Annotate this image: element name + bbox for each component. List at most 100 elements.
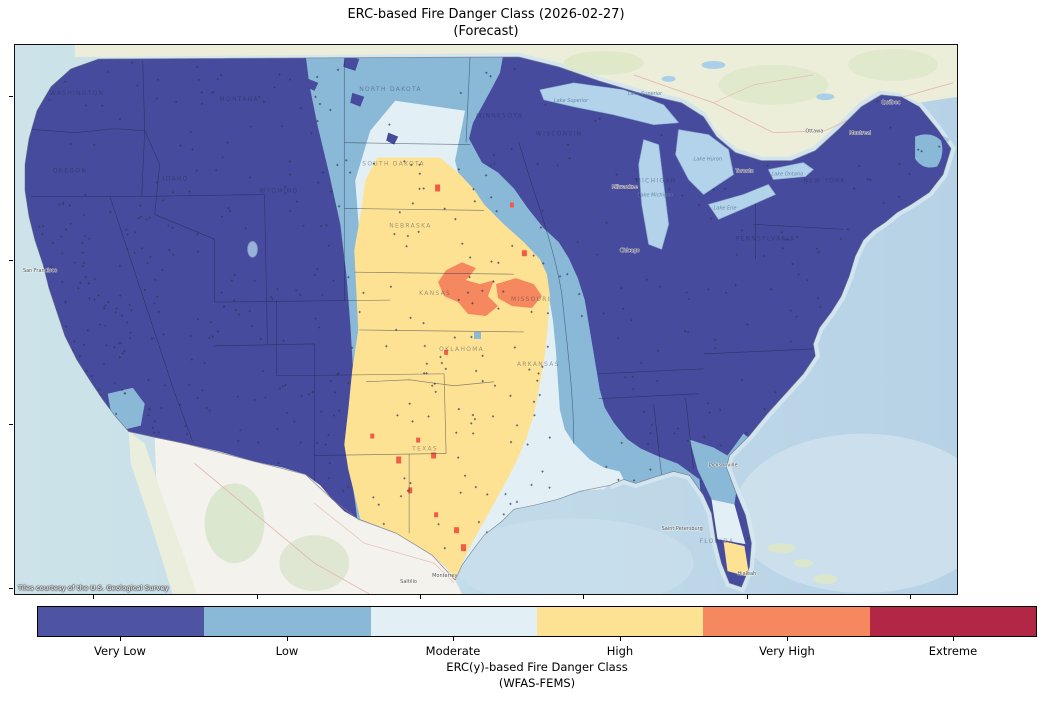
state-label: NEBRASKA xyxy=(389,222,431,229)
figure-title-line1: ERC-based Fire Danger Class (2026-02-27) xyxy=(347,7,625,22)
us-fire-danger-map: WASHINGTON MONTANA OREGON IDAHO WYOMING … xyxy=(15,45,957,594)
state-label: SOUTH DAKOTA xyxy=(362,161,425,168)
city-label: Milwaukee xyxy=(612,184,638,190)
city-label: Saltillo xyxy=(400,579,417,585)
state-label: TEXAS xyxy=(411,446,438,453)
colorbar-axis-label: ERC(y)-based Fire Danger Class (WFAS-FEM… xyxy=(237,660,837,691)
colorbar-segment-high xyxy=(536,607,704,636)
bahamas-banks xyxy=(767,543,838,585)
city-label: Jacksonville xyxy=(708,462,738,468)
city-label: Saint Petersburg xyxy=(662,526,703,532)
colorbar-segment-very-high xyxy=(703,607,870,636)
class-very-high-blob-2 xyxy=(495,278,542,309)
colorbar-segment-moderate xyxy=(370,607,537,636)
state-label: MISSOURI xyxy=(511,296,551,303)
water-label: Lake Huron xyxy=(694,157,722,163)
city-label: San Francisco xyxy=(23,268,57,274)
state-label: MONTANA xyxy=(220,96,259,103)
colorbar-label-very-high: Very High xyxy=(759,644,815,658)
state-label: PENNSYLVANIA xyxy=(735,235,795,242)
map-x-tick xyxy=(910,595,911,599)
map-x-tick xyxy=(747,595,748,599)
state-label: NORTH DAKOTA xyxy=(359,86,422,93)
city-label: Ottawa xyxy=(805,129,823,135)
florida-moderate-patch xyxy=(711,499,746,545)
water-label: Lake Ontario xyxy=(771,172,803,178)
state-label: MINNESOTA xyxy=(476,113,523,120)
colorbar-tick xyxy=(120,637,121,641)
city-label: Chicago xyxy=(620,248,640,254)
city-label: Hialeah xyxy=(737,571,756,577)
atlantic-shallow-bank xyxy=(733,433,957,593)
state-label: OREGON xyxy=(53,168,87,175)
map-x-tick xyxy=(420,595,421,599)
colorbar-segment-very-low xyxy=(38,607,205,636)
lake-michigan xyxy=(638,139,669,250)
colorbar-axis-label-line1: ERC(y)-based Fire Danger Class xyxy=(446,660,628,674)
canada-basemap xyxy=(74,45,957,157)
colorbar-axis-label-line2: (WFAS-FEMS) xyxy=(498,675,576,690)
water-label: Lake Superior xyxy=(554,98,589,104)
water-label: Lake Superior xyxy=(628,91,663,97)
us-mexico-border xyxy=(128,431,456,581)
state-label: WISCONSIN xyxy=(536,131,583,138)
state-label: ARKANSAS xyxy=(517,361,560,368)
class-very-high-spots xyxy=(370,184,527,552)
us-canada-border xyxy=(98,56,902,161)
state-label: IDAHO xyxy=(163,176,189,183)
basemap-labels: WASHINGTON MONTANA OREGON IDAHO WYOMING … xyxy=(23,86,901,586)
map-y-tick xyxy=(9,588,13,589)
gulf-shallow-bank xyxy=(454,518,694,594)
colorbar-segment-low xyxy=(204,607,371,636)
lake-superior xyxy=(539,82,680,126)
figure-title-line2: (Forecast) xyxy=(453,24,519,39)
lake-erie xyxy=(708,184,776,220)
city-label: Montreal xyxy=(849,131,871,137)
tile-attribution: Tiles courtesy of the U.S. Geological Su… xyxy=(18,584,169,592)
map-y-tick xyxy=(9,260,13,261)
state-label: WYOMING xyxy=(259,187,298,194)
colorbar-label-low: Low xyxy=(275,644,299,658)
map-y-tick xyxy=(9,96,13,97)
state-label: FLORIDA xyxy=(700,538,735,545)
map-x-tick xyxy=(257,595,258,599)
water-label: Lake Michigan xyxy=(638,192,674,198)
great-salt-lake xyxy=(247,240,258,258)
lake-ontario xyxy=(767,162,814,180)
oklahoma-low-spot xyxy=(474,331,482,339)
figure-title: ERC-based Fire Danger Class (2026-02-27)… xyxy=(14,6,958,40)
map-y-tick xyxy=(9,424,13,425)
colorbar-segment-extreme xyxy=(869,607,1036,636)
colorbar-label-high: High xyxy=(606,644,634,658)
maine-low-patch xyxy=(915,134,943,168)
colorbar-label-extreme: Extreme xyxy=(928,644,978,658)
colorbar-tick xyxy=(287,637,288,641)
very-low-blobs-north xyxy=(306,56,399,145)
danger-class-colorbar xyxy=(37,606,1037,637)
state-label: WASHINGTON xyxy=(50,90,104,97)
lake-huron xyxy=(675,129,734,195)
city-label: Québec xyxy=(881,99,900,106)
class-very-high-blob-1 xyxy=(438,262,498,317)
colorbar-tick xyxy=(953,637,954,641)
great-lakes xyxy=(247,82,814,258)
city-label: Toronto xyxy=(734,169,753,175)
us-coastline xyxy=(24,58,952,588)
map-x-tick xyxy=(93,595,94,599)
colorbar-label-moderate: Moderate xyxy=(425,644,481,658)
state-borders xyxy=(24,56,844,534)
state-label: NEW YORK xyxy=(803,178,846,185)
city-label: Monterrey xyxy=(432,573,457,579)
mexico-basemap xyxy=(128,431,463,594)
state-label: OKLAHOMA xyxy=(439,346,484,353)
state-label: MICHIGAN xyxy=(636,178,677,185)
map-axes: WASHINGTON MONTANA OREGON IDAHO WYOMING … xyxy=(14,44,958,595)
colorbar-tick xyxy=(453,637,454,641)
colorbar-label-very-low: Very Low xyxy=(94,644,146,658)
state-label: KANSAS xyxy=(419,290,451,297)
map-x-tick xyxy=(583,595,584,599)
florida-high-patch xyxy=(723,541,750,578)
water-label: Lake Erie xyxy=(714,205,737,211)
colorbar-tick xyxy=(620,637,621,641)
